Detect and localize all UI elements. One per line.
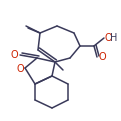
- Text: O: O: [98, 52, 106, 62]
- Text: O: O: [104, 33, 112, 43]
- Text: O: O: [16, 64, 24, 74]
- Text: H: H: [110, 33, 118, 43]
- Text: O: O: [10, 50, 18, 60]
